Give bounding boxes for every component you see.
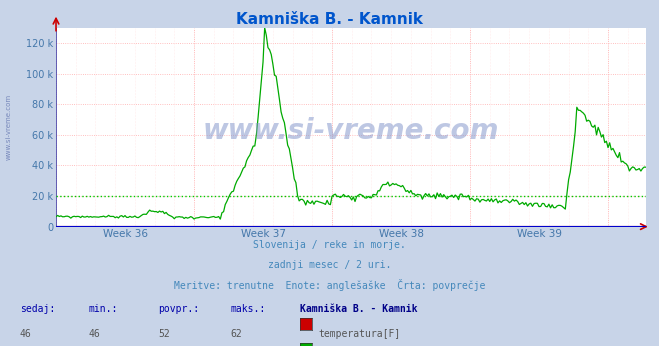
Text: 62: 62 — [231, 329, 243, 339]
Text: 46: 46 — [20, 329, 32, 339]
Text: 52: 52 — [158, 329, 170, 339]
Text: Meritve: trenutne  Enote: anglešaške  Črta: povprečje: Meritve: trenutne Enote: anglešaške Črta… — [174, 279, 485, 291]
Text: zadnji mesec / 2 uri.: zadnji mesec / 2 uri. — [268, 260, 391, 270]
Text: Kamniška B. - Kamnik: Kamniška B. - Kamnik — [236, 12, 423, 27]
Text: www.si-vreme.com: www.si-vreme.com — [5, 94, 12, 160]
Text: temperatura[F]: temperatura[F] — [318, 329, 401, 339]
Text: Kamniška B. - Kamnik: Kamniška B. - Kamnik — [300, 304, 417, 315]
Text: povpr.:: povpr.: — [158, 304, 199, 315]
Text: Slovenija / reke in morje.: Slovenija / reke in morje. — [253, 240, 406, 251]
Text: www.si-vreme.com: www.si-vreme.com — [203, 117, 499, 145]
Text: 46: 46 — [89, 329, 101, 339]
Text: maks.:: maks.: — [231, 304, 266, 315]
Text: sedaj:: sedaj: — [20, 304, 55, 315]
Text: min.:: min.: — [89, 304, 119, 315]
